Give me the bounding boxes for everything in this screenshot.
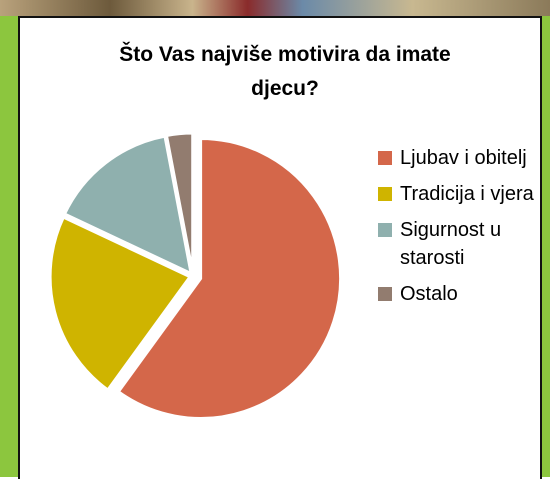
legend-swatch — [378, 151, 392, 165]
photo-strip — [0, 0, 550, 16]
legend-label: Tradicija i vjera — [400, 183, 534, 205]
legend-swatch — [378, 287, 392, 301]
legend-item: Ostalo — [378, 280, 538, 308]
pie-slice — [62, 134, 194, 277]
chart-title: Što Vas najviše motivira da imate djecu? — [119, 43, 451, 100]
pie-slice — [116, 136, 343, 420]
legend-item: Sigurnost u starosti — [378, 216, 538, 272]
legend-item: Tradicija i vjera — [378, 180, 538, 208]
title-box: Što Vas najviše motivira da imate djecu? — [119, 43, 451, 100]
pie-slice — [48, 215, 193, 393]
legend-label: Ostalo — [400, 283, 458, 305]
legend-swatch — [378, 223, 392, 237]
legend-swatch — [378, 187, 392, 201]
legend-label: Sigurnost u starosti — [400, 219, 502, 269]
legend: Ljubav i obitelj Tradicija i vjera Sigurno… — [378, 144, 538, 316]
legend-label: Ljubav i obitelj — [400, 147, 527, 169]
pie-slice — [164, 131, 195, 274]
legend-item: Ljubav i obitelj — [378, 144, 538, 172]
